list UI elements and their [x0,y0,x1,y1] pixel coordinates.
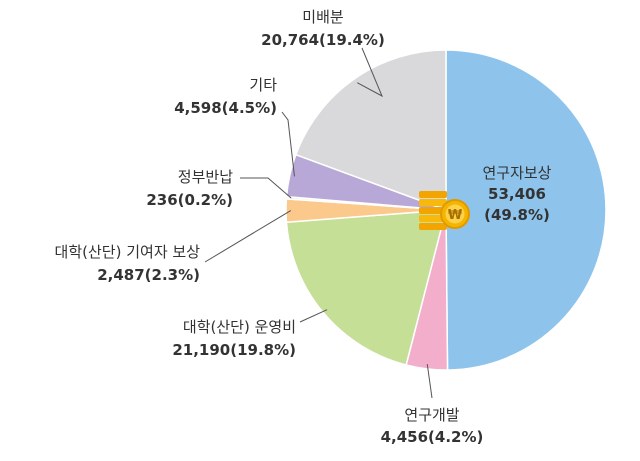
slice-label-value: 20,764(19.4%) [261,31,385,49]
slice-label-name: 기타 [249,76,277,94]
slice-label-value: 4,598(4.5%) [174,99,277,117]
leader-line [204,210,292,263]
slice-label-value: 53,406 [488,185,546,203]
pie-slice [285,209,447,366]
slice-label-value: 21,190(19.8%) [172,341,296,359]
slice-label-name: 대학(산단) 기여자 보상 [55,243,201,261]
slice-label-name: 연구개발 [404,406,459,424]
pie-slice [445,49,607,371]
leader-line [426,363,433,399]
slice-label-name: 연구자보상 [482,164,551,182]
slice-label-name: 미배분 [302,8,344,26]
leader-line [281,111,295,177]
leader-line [356,47,384,98]
leader-line [240,177,292,199]
coin-stack-won-icon: ₩ [419,191,470,230]
slice-label-value: 2,487(2.3%) [97,266,200,284]
slice-label-value: 236(0.2%) [146,191,233,209]
slice-label-name: 정부반납 [178,168,233,186]
pie-slice [294,49,447,212]
leader-lines [204,47,433,399]
slice-label-name: 대학(산단) 운영비 [183,318,296,336]
slice-label-percent: (49.8%) [484,206,550,224]
slice-label-value: 4,456(4.2%) [381,428,484,446]
pie-slices [285,49,607,371]
svg-text:₩: ₩ [448,208,463,223]
leader-line [299,309,328,323]
